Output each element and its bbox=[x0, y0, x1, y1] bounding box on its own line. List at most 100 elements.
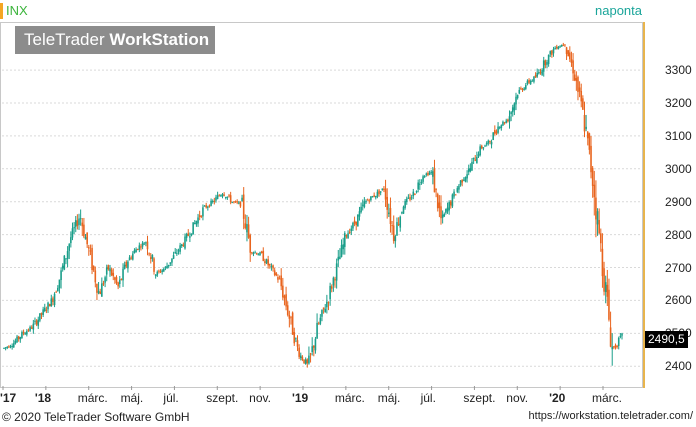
candle-up bbox=[135, 249, 137, 253]
candle-up bbox=[396, 222, 398, 236]
candle-up bbox=[621, 333, 623, 336]
candle-down bbox=[229, 195, 232, 203]
candle-up bbox=[70, 237, 72, 244]
candle-down bbox=[384, 188, 387, 200]
candle-down bbox=[213, 200, 216, 202]
candle-down bbox=[182, 244, 185, 246]
candle-down bbox=[392, 225, 395, 242]
candle-up bbox=[65, 258, 67, 260]
candle-up bbox=[487, 140, 490, 144]
candle-down bbox=[301, 356, 304, 360]
candle-up bbox=[451, 194, 454, 207]
candle-up bbox=[128, 257, 131, 261]
last-price-badge: 2490,5 bbox=[645, 331, 688, 348]
candle-down bbox=[115, 277, 118, 283]
chart-plot-area[interactable] bbox=[0, 22, 643, 388]
candle-up bbox=[32, 323, 35, 330]
candle-down bbox=[608, 289, 610, 320]
candle-up bbox=[58, 279, 61, 289]
candle-up bbox=[50, 298, 53, 307]
x-tick-label: júl. bbox=[163, 391, 179, 405]
x-tick-label: nov. bbox=[506, 391, 529, 405]
candle-down bbox=[544, 60, 547, 66]
candle-down bbox=[52, 298, 54, 302]
candle-up bbox=[420, 182, 423, 184]
candle-down bbox=[494, 130, 496, 134]
y-tick-label: 3300 bbox=[665, 63, 692, 78]
candle-up bbox=[68, 244, 71, 251]
candle-up bbox=[84, 237, 87, 240]
x-tick-label: '19 bbox=[292, 391, 309, 405]
candle-down bbox=[242, 194, 245, 219]
candle-up bbox=[619, 336, 622, 338]
x-tick-label: máj. bbox=[120, 391, 144, 405]
candle-down bbox=[570, 59, 573, 63]
candle-down bbox=[539, 71, 542, 74]
candle-down bbox=[110, 269, 113, 276]
candle-up bbox=[145, 242, 147, 244]
logo-text-2: WorkStation bbox=[109, 30, 210, 49]
candle-down bbox=[247, 224, 250, 238]
candle-down bbox=[198, 215, 201, 217]
candle-up bbox=[154, 274, 157, 276]
candle-down bbox=[273, 270, 276, 275]
candle-down bbox=[107, 265, 110, 270]
candle-down bbox=[409, 197, 411, 200]
candle-up bbox=[335, 263, 338, 281]
candle-up bbox=[304, 359, 307, 364]
candle-up bbox=[529, 80, 532, 84]
candle-up bbox=[252, 252, 255, 255]
candle-up bbox=[518, 89, 521, 94]
candle-up bbox=[448, 202, 450, 211]
candle-up bbox=[332, 277, 335, 286]
candle-down bbox=[577, 76, 579, 93]
candle-up bbox=[184, 236, 186, 249]
candle-down bbox=[267, 259, 269, 266]
candle-down bbox=[102, 283, 105, 285]
candle-up bbox=[151, 254, 154, 259]
price-axis[interactable] bbox=[643, 22, 696, 388]
logo-text-1: TeleTrader bbox=[24, 30, 110, 49]
candle-up bbox=[171, 258, 173, 263]
source-url[interactable]: https://workstation.teletrader.com/ bbox=[528, 410, 693, 422]
candle-up bbox=[404, 200, 406, 208]
symbol-label[interactable]: INX bbox=[6, 3, 28, 18]
candle-up bbox=[238, 202, 240, 204]
x-tick-label: márc. bbox=[77, 391, 108, 405]
candle-up bbox=[554, 47, 556, 50]
candle-up bbox=[19, 337, 22, 340]
candle-up bbox=[357, 214, 359, 227]
candle-up bbox=[490, 141, 493, 145]
candle-down bbox=[48, 304, 51, 307]
candle-up bbox=[73, 227, 75, 229]
candle-up bbox=[363, 201, 366, 208]
candle-down bbox=[397, 223, 400, 225]
candle-down bbox=[255, 252, 258, 255]
candle-down bbox=[249, 235, 252, 253]
candle-down bbox=[277, 277, 279, 280]
candle-down bbox=[601, 248, 604, 277]
candle-up bbox=[511, 107, 514, 113]
candle-down bbox=[609, 327, 612, 347]
candle-down bbox=[591, 167, 594, 186]
candle-up bbox=[74, 220, 77, 227]
candle-up bbox=[16, 336, 18, 343]
candle-up bbox=[379, 191, 382, 193]
candle-down bbox=[317, 323, 320, 325]
candle-down bbox=[495, 131, 498, 134]
candle-up bbox=[596, 211, 599, 225]
candle-down bbox=[89, 250, 92, 252]
candle-up bbox=[122, 268, 124, 281]
period-label[interactable]: naponta bbox=[595, 3, 642, 18]
candle-down bbox=[298, 347, 300, 357]
candle-up bbox=[430, 171, 433, 173]
candle-down bbox=[551, 50, 553, 55]
candle-down bbox=[291, 312, 294, 335]
candle-down bbox=[293, 332, 296, 344]
candle-down bbox=[286, 305, 289, 315]
candle-down bbox=[158, 270, 160, 272]
candle-up bbox=[308, 355, 310, 364]
candle-up bbox=[314, 338, 317, 351]
teletrader-logo: TeleTrader WorkStation bbox=[15, 26, 215, 54]
candle-down bbox=[386, 196, 388, 210]
